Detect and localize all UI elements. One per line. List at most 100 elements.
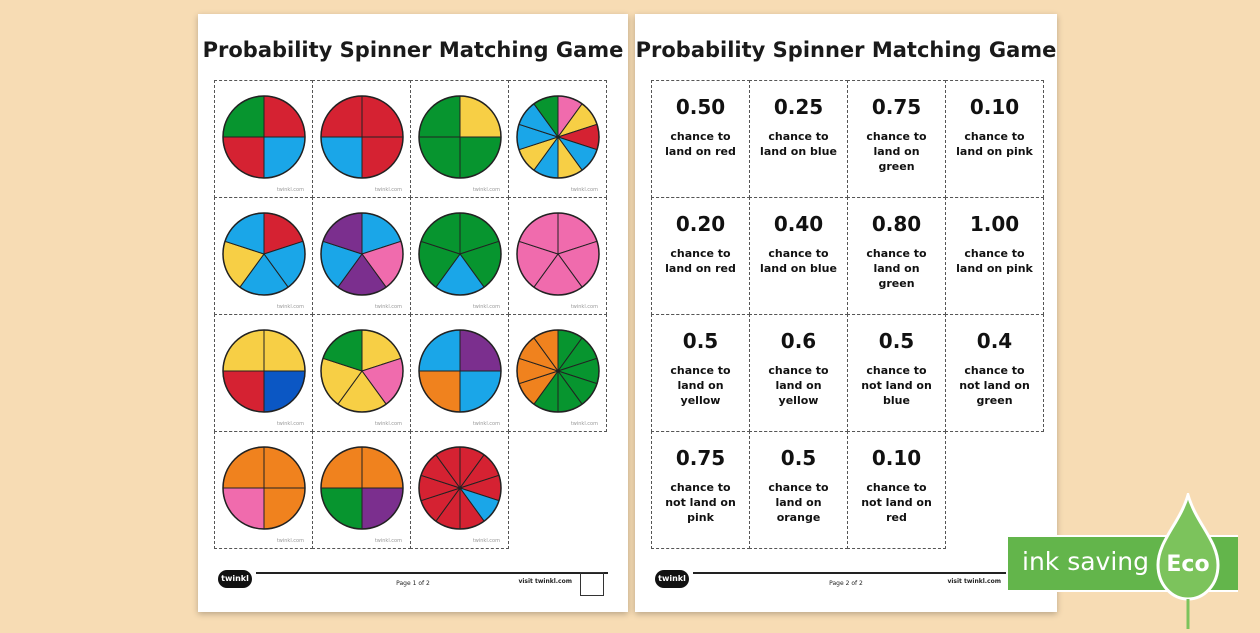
probability-value: 0.20 — [675, 212, 726, 236]
spinner-icon — [320, 329, 404, 413]
watermark: twinkl.com — [472, 187, 500, 193]
watermark: twinkl.com — [472, 421, 500, 427]
probability-card: 0.5 chance to not land on blue — [847, 314, 946, 432]
probability-description: chance to land on red — [665, 130, 736, 158]
probability-description: chance to land on yellow — [670, 364, 731, 407]
probability-description: chance to not land on green — [959, 364, 1030, 407]
probability-card: 0.50 chance to land on red — [651, 80, 750, 198]
spinner-card: twinkl.com — [214, 80, 313, 198]
probability-description: chance to land on pink — [956, 247, 1033, 275]
probability-description: chance to not land on blue — [861, 364, 932, 407]
spinner-outline — [222, 212, 306, 296]
page-number: Page 1 of 2 — [396, 580, 430, 587]
probability-description: chance to land on red — [665, 247, 736, 275]
spinner-outline — [516, 329, 600, 413]
probability-card: 0.40 chance to land on blue — [749, 197, 848, 315]
spinner-icon — [418, 95, 502, 179]
probability-card: 0.6 chance to land on yellow — [749, 314, 848, 432]
spinner-card: twinkl.com — [410, 314, 509, 432]
page-title: Probability Spinner Matching Game — [635, 38, 1057, 62]
spinner-outline — [222, 95, 306, 179]
probability-description: chance to not land on red — [861, 481, 932, 524]
spinner-icon — [418, 329, 502, 413]
probability-description: chance to land on blue — [760, 130, 837, 158]
spinner-card: twinkl.com — [312, 431, 411, 549]
spinner-outline — [418, 212, 502, 296]
watermark: twinkl.com — [276, 187, 304, 193]
probability-card: 0.80 chance to land on green — [847, 197, 946, 315]
watermark: twinkl.com — [374, 304, 402, 310]
spinner-icon — [320, 212, 404, 296]
spinner-icon — [222, 446, 306, 530]
visit-link: visit twinkl.com — [518, 578, 572, 585]
visit-link: visit twinkl.com — [947, 578, 1001, 585]
watermark: twinkl.com — [374, 538, 402, 544]
card-grid: 0.50 chance to land on red 0.25 chance to l… — [651, 80, 1044, 549]
spinner-card: twinkl.com — [214, 197, 313, 315]
probability-card: 0.25 chance to land on blue — [749, 80, 848, 198]
spinner-card: twinkl.com — [508, 80, 607, 198]
spinner-card: twinkl.com — [312, 314, 411, 432]
probability-card: 1.00 chance to land on pink — [945, 197, 1044, 315]
probability-value: 0.40 — [773, 212, 824, 236]
spinner-outline — [222, 329, 306, 413]
probability-description: chance to not land on pink — [665, 481, 736, 524]
spinner-icon — [320, 446, 404, 530]
probability-card: 0.75 chance to land on green — [847, 80, 946, 198]
spinner-icon — [516, 212, 600, 296]
probability-description: chance to land on blue — [760, 247, 837, 275]
twinkl-logo: twinkl — [218, 570, 252, 588]
probability-card: 0.20 chance to land on red — [651, 197, 750, 315]
spinner-icon — [222, 212, 306, 296]
spinner-card: twinkl.com — [410, 80, 509, 198]
spinner-outline — [418, 329, 502, 413]
watermark: twinkl.com — [374, 187, 402, 193]
ink-saving-label: ink saving — [1022, 547, 1150, 576]
spinner-card: twinkl.com — [410, 431, 509, 549]
probability-card: 0.75 chance to not land on pink — [651, 431, 750, 549]
spinner-icon — [516, 95, 600, 179]
page-footer: twinkl Page 1 of 2 visit twinkl.com — [218, 568, 608, 598]
spinner-outline — [320, 446, 404, 530]
spinner-card: twinkl.com — [312, 80, 411, 198]
spinner-outline — [516, 212, 600, 296]
watermark: twinkl.com — [472, 538, 500, 544]
page-title: Probability Spinner Matching Game — [202, 38, 624, 62]
probability-value: 1.00 — [969, 212, 1020, 236]
spinner-outline — [418, 446, 502, 530]
worksheet-page-2: Probability Spinner Matching Game 0.50 ch… — [635, 14, 1057, 612]
eco-leaf-icon: Eco — [1156, 493, 1220, 629]
probability-value: 0.4 — [976, 329, 1013, 353]
page-number: Page 2 of 2 — [829, 580, 863, 587]
twinkl-logo: twinkl — [655, 570, 689, 588]
footer-rule — [693, 572, 1037, 574]
spinner-icon — [516, 329, 600, 413]
probability-card: 0.10 chance to land on pink — [945, 80, 1044, 198]
watermark: twinkl.com — [374, 421, 402, 427]
watermark: twinkl.com — [276, 538, 304, 544]
probability-value: 0.50 — [675, 95, 726, 119]
spinner-outline — [320, 212, 404, 296]
spinner-card: twinkl.com — [508, 314, 607, 432]
probability-value: 0.5 — [780, 446, 817, 470]
spinner-icon — [320, 95, 404, 179]
spinner-card: twinkl.com — [312, 197, 411, 315]
probability-value: 0.5 — [682, 329, 719, 353]
probability-card: 0.4 chance to not land on green — [945, 314, 1044, 432]
probability-value: 0.6 — [780, 329, 817, 353]
spinner-outline — [516, 95, 600, 179]
probability-description: chance to land on yellow — [768, 364, 829, 407]
worksheet-page-1: Probability Spinner Matching Game twinkl… — [198, 14, 628, 612]
watermark: twinkl.com — [276, 421, 304, 427]
probability-value: 0.10 — [871, 446, 922, 470]
spinner-outline — [222, 446, 306, 530]
spinner-card: twinkl.com — [410, 197, 509, 315]
eco-badge: Eco — [1166, 552, 1209, 577]
quality-badge-icon — [580, 572, 604, 596]
probability-card: 0.5 chance to land on orange — [749, 431, 848, 549]
footer-rule — [256, 572, 608, 574]
probability-card: 0.5 chance to land on yellow — [651, 314, 750, 432]
spinner-icon — [418, 446, 502, 530]
spinner-card: twinkl.com — [214, 314, 313, 432]
page-footer: twinkl Page 2 of 2 visit twinkl.com — [655, 568, 1037, 598]
